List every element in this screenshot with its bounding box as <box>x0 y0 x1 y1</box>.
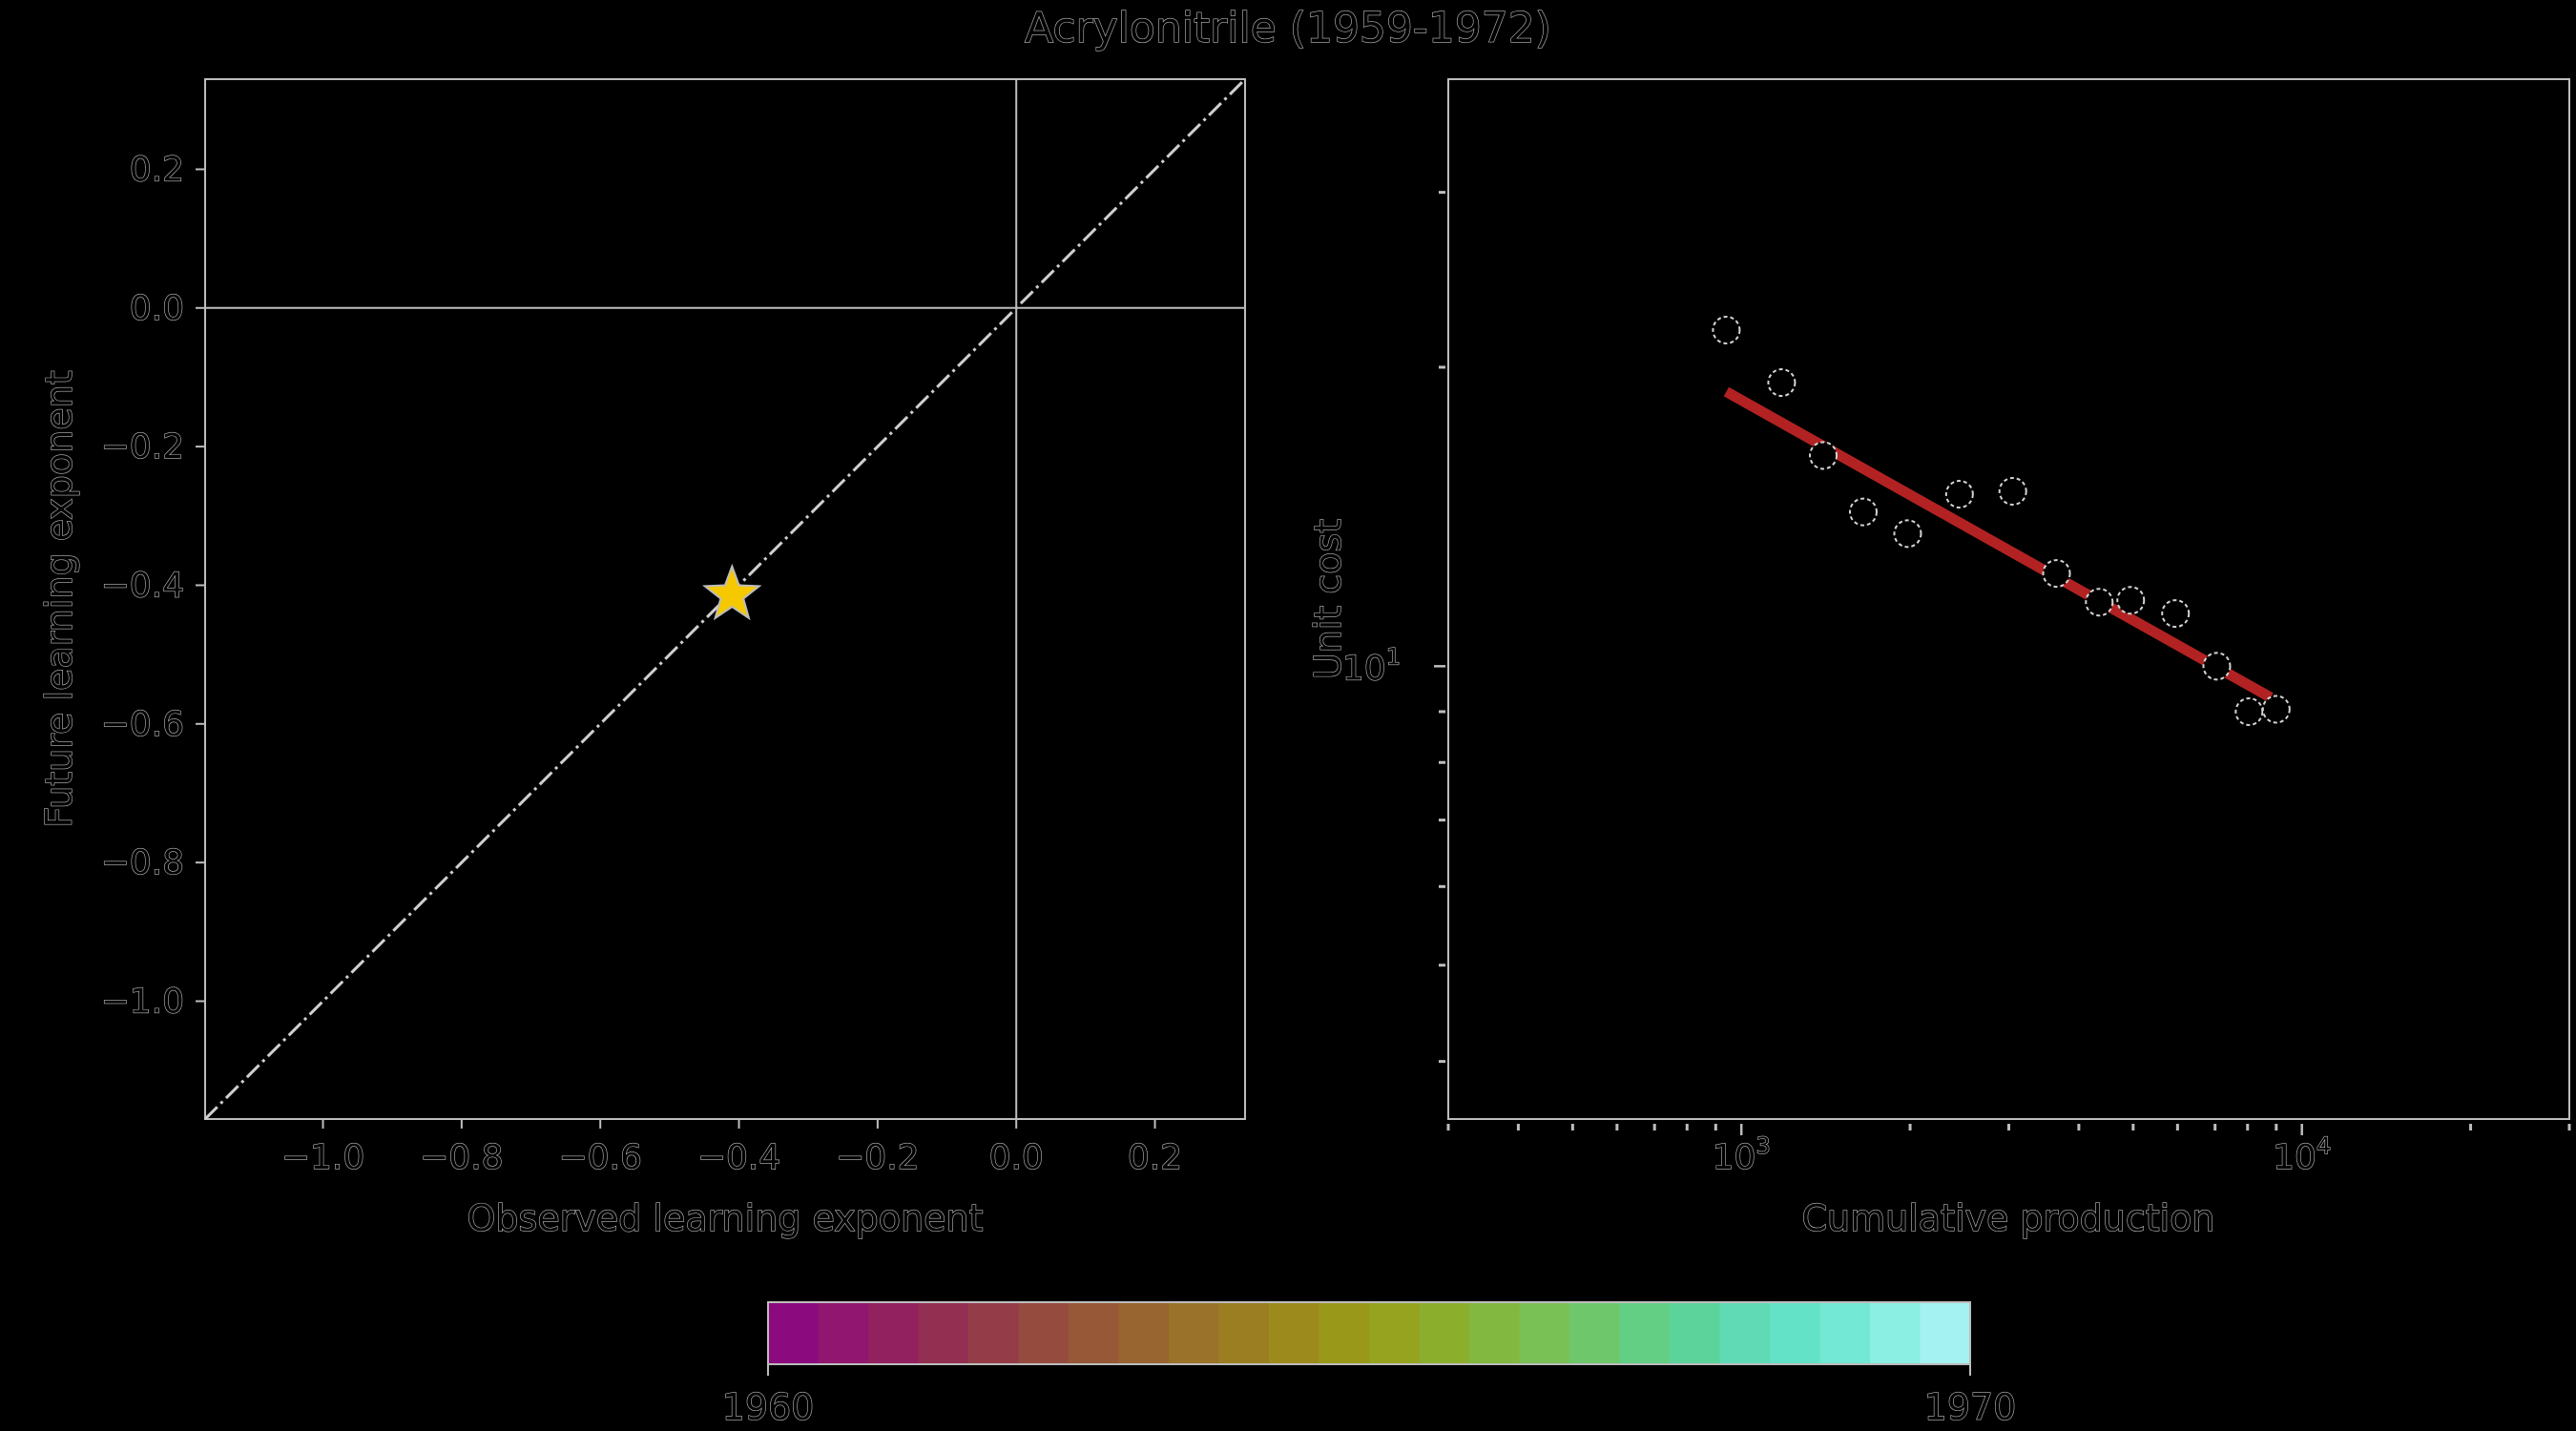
right-plot-frame <box>1447 78 2570 1120</box>
left-x-tick-label: −0.2 <box>836 1138 919 1177</box>
learning-curve-panel: 103 104 101 Cumulative production Unit co… <box>1306 78 2571 1240</box>
colorbar-cell <box>1920 1302 1971 1364</box>
right-y-ticks: 101 <box>1341 191 1445 1064</box>
colorbar-cell <box>1218 1302 1270 1364</box>
left-y-tick-label: 0.0 <box>130 289 184 328</box>
colorbar-frame <box>767 1301 1971 1365</box>
colorbar-cell <box>868 1302 920 1364</box>
cost-production-point <box>2234 696 2264 726</box>
colorbar-cell <box>1419 1302 1470 1364</box>
right-x-ticks: 103 104 <box>1446 1124 2571 1178</box>
colorbar-cell <box>768 1302 820 1364</box>
colorbar-cell <box>968 1302 1020 1364</box>
year-colorbar: 1960 1970 <box>721 1301 2017 1429</box>
colorbar-cell <box>1619 1302 1671 1364</box>
left-y-tick-label: −0.6 <box>101 705 184 744</box>
cost-production-point <box>1809 441 1839 470</box>
colorbar-cell <box>1719 1302 1771 1364</box>
colorbar-cell <box>1469 1302 1521 1364</box>
left-x-tick-label: −0.6 <box>558 1138 641 1177</box>
colorbar-cell <box>1369 1302 1421 1364</box>
left-data-points <box>701 563 762 621</box>
left-x-tick-label: 0.0 <box>989 1138 1044 1177</box>
left-y-tick-label: −0.4 <box>101 566 184 605</box>
cost-production-point <box>2042 559 2071 589</box>
colorbar-min-label: 1960 <box>722 1386 815 1428</box>
cost-production-point <box>2161 599 2191 629</box>
cost-production-point <box>1944 480 1974 509</box>
left-x-tick-label: −0.8 <box>420 1138 503 1177</box>
left-x-axis-label: Observed learning exponent <box>467 1197 983 1239</box>
right-data-points <box>1712 315 2291 726</box>
cost-production-point <box>2116 586 2146 615</box>
fit-line <box>1723 386 2274 702</box>
right-x-tick-label: 103 <box>1713 1132 1771 1177</box>
colorbar-cell <box>1069 1302 1120 1364</box>
left-y-tick-label: −0.2 <box>101 427 184 467</box>
right-x-axis-label: Cumulative production <box>1801 1197 2214 1239</box>
colorbar-cell <box>1519 1302 1570 1364</box>
left-x-ticks: −1.0 −0.8 −0.6 −0.4 −0.2 0.0 0.2 <box>280 1119 1183 1178</box>
colorbar-cell <box>918 1302 969 1364</box>
left-x-tick-label: −1.0 <box>281 1138 364 1177</box>
colorbar-cell <box>1770 1302 1821 1364</box>
cost-production-point <box>2261 695 2291 724</box>
cost-production-point <box>1848 497 1878 527</box>
colorbar-cell <box>1269 1302 1320 1364</box>
cost-production-point <box>2202 652 2232 681</box>
cost-production-point <box>1998 477 2027 507</box>
observed-vs-future-star <box>701 563 762 621</box>
learning-exponent-panel: −1.0 −0.8 −0.6 −0.4 −0.2 0.0 0.2 −1.0−0.8−0.6−… <box>37 77 1247 1240</box>
colorbar-cell <box>1870 1302 1922 1364</box>
left-x-tick-label: 0.2 <box>1128 1138 1182 1177</box>
colorbar-cell <box>1169 1302 1220 1364</box>
identity-line <box>203 77 1247 1121</box>
left-y-tick-label: 0.2 <box>130 150 184 189</box>
right-x-tick-label: 104 <box>2273 1132 2331 1177</box>
left-x-tick-label: −0.4 <box>697 1138 780 1177</box>
figure-title: Acrylonitrile (1959-1972) <box>1025 4 1551 52</box>
left-y-tick-label: −1.0 <box>101 982 184 1021</box>
cost-production-point <box>2085 588 2114 617</box>
colorbar-max-label: 1970 <box>1924 1386 2017 1428</box>
cost-production-point <box>1893 519 1922 549</box>
colorbar-cell <box>1319 1302 1370 1364</box>
cost-production-point <box>1767 368 1797 398</box>
colorbar-cell <box>1569 1302 1621 1364</box>
right-y-axis-label: Unit cost <box>1307 519 1349 679</box>
right-y-tick-label: 101 <box>1342 643 1401 688</box>
cost-production-point <box>1712 315 1741 344</box>
colorbar-cell <box>1670 1302 1721 1364</box>
left-y-ticks: −1.0 −0.8 −0.6 −0.4 −0.2 0.0 0.2 <box>100 150 205 1022</box>
left-plot-frame <box>204 78 1246 1120</box>
colorbar-cell <box>1018 1302 1070 1364</box>
colorbar-cells <box>768 1302 1971 1364</box>
colorbar-cell <box>1118 1302 1170 1364</box>
left-y-axis-label: Future learning exponent <box>38 370 80 827</box>
colorbar-cell <box>1819 1302 1871 1364</box>
colorbar-cell <box>818 1302 869 1364</box>
left-y-tick-label: −0.8 <box>101 843 184 882</box>
